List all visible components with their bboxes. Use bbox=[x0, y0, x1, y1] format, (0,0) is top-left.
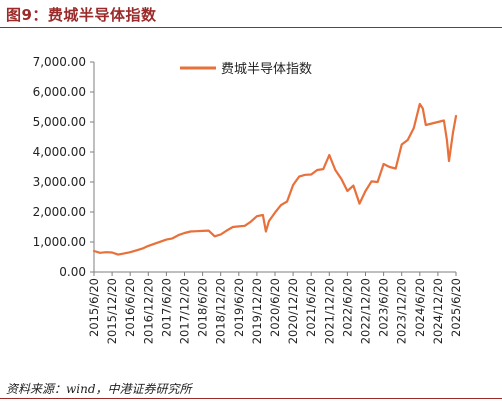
series-layer bbox=[92, 102, 458, 256]
y-tick-label: 5,000.00 bbox=[33, 115, 86, 129]
line-chart: 0.00 1,000.00 2,000.00 3,000.00 4,000.00 5,00… bbox=[33, 55, 463, 344]
y-axis: 0.00 1,000.00 2,000.00 3,000.00 4,000.00 5,00… bbox=[33, 55, 95, 279]
x-tick-label: 2016/6/20 bbox=[123, 278, 137, 337]
x-tick-label: 2022/12/20 bbox=[359, 278, 373, 344]
x-tick-label: 2022/6/20 bbox=[340, 278, 354, 337]
x-tick-label: 2018/6/20 bbox=[196, 278, 210, 337]
x-tick-label: 2019/12/20 bbox=[250, 278, 264, 344]
x-tick-label: 2021/6/20 bbox=[304, 278, 318, 337]
x-tick-label: 2023/12/20 bbox=[395, 278, 409, 344]
x-tick-label: 2016/12/20 bbox=[141, 278, 155, 344]
y-tick-label: 7,000.00 bbox=[33, 55, 86, 69]
x-tick-label: 2017/12/20 bbox=[178, 278, 192, 344]
series-line bbox=[92, 102, 458, 256]
x-tick-label: 2025/6/20 bbox=[449, 278, 463, 337]
x-tick-label: 2015/12/20 bbox=[105, 278, 119, 344]
x-tick-label: 2021/12/20 bbox=[322, 278, 336, 344]
y-tick-label: 3,000.00 bbox=[33, 175, 86, 189]
x-tick-label: 2023/6/20 bbox=[377, 278, 391, 337]
y-tick-label: 1,000.00 bbox=[33, 235, 86, 249]
x-axis: 2015/6/20 2015/12/20 2016/6/20 2016/12/20 20… bbox=[87, 271, 463, 344]
title-divider bbox=[0, 27, 502, 28]
x-tick-label: 2015/6/20 bbox=[87, 278, 101, 337]
figure-title: 图9：费城半导体指数 bbox=[6, 6, 157, 24]
x-tick-label: 2024/12/20 bbox=[431, 278, 445, 344]
x-tick-label: 2018/12/20 bbox=[214, 278, 228, 344]
y-tick-label: 6,000.00 bbox=[33, 85, 86, 99]
y-tick-label: 0.00 bbox=[59, 265, 86, 279]
y-tick-label: 2,000.00 bbox=[33, 205, 86, 219]
bottom-divider bbox=[0, 398, 502, 399]
x-tick-label: 2019/6/20 bbox=[232, 278, 246, 337]
x-tick-label: 2020/6/20 bbox=[268, 278, 282, 337]
x-tick-label: 2017/6/20 bbox=[159, 278, 173, 337]
source-note: 资料来源：wind，中港证券研究所 bbox=[6, 382, 192, 396]
x-tick-label: 2020/12/20 bbox=[286, 278, 300, 344]
y-tick-label: 4,000.00 bbox=[33, 145, 86, 159]
x-tick-label: 2024/6/20 bbox=[413, 278, 427, 337]
legend-label: 费城半导体指数 bbox=[221, 62, 312, 77]
legend: 费城半导体指数 bbox=[180, 62, 312, 77]
